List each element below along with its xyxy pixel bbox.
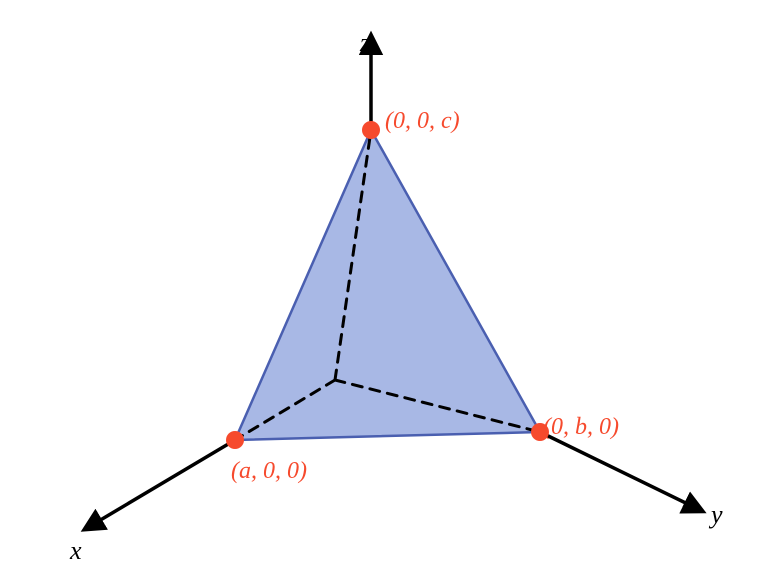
axis-x bbox=[87, 440, 235, 528]
scene-svg bbox=[0, 0, 762, 566]
vertex-a bbox=[226, 431, 244, 449]
vertex-label-a: (a, 0, 0) bbox=[231, 458, 307, 485]
axis-y bbox=[540, 432, 700, 510]
vertex-c bbox=[362, 121, 380, 139]
diagram-container: { "canvas": { "width": 762, "height": 56… bbox=[0, 0, 762, 566]
vertex-label-b: (0, b, 0) bbox=[543, 414, 619, 441]
axis-label-y: y bbox=[711, 500, 723, 530]
vertex-label-c: (0, 0, c) bbox=[385, 108, 460, 135]
axis-label-x: x bbox=[70, 536, 82, 566]
axis-label-z: z bbox=[360, 28, 370, 58]
